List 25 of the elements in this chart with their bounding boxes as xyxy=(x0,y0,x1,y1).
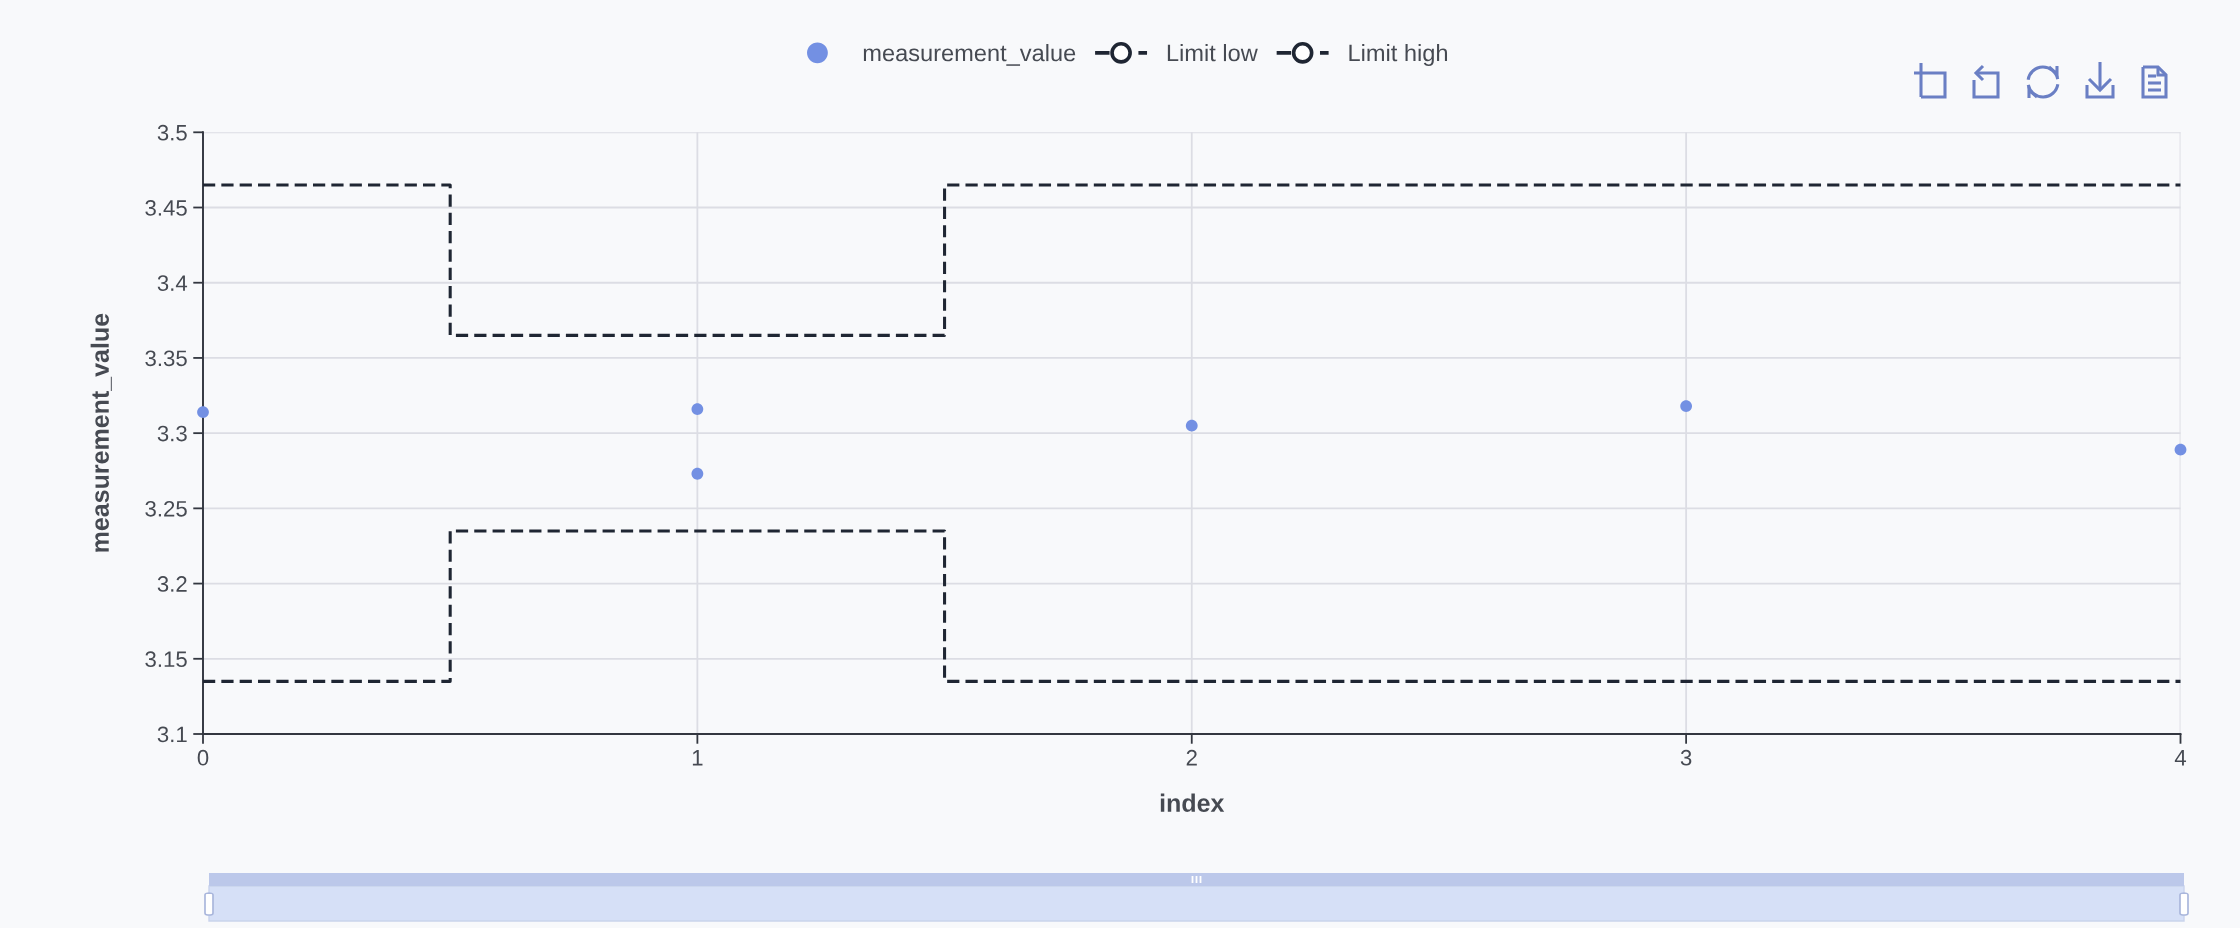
x-tick-label: 1 xyxy=(692,750,703,766)
y-axis-title: measurement_value xyxy=(90,313,112,552)
x-tick-label: 0 xyxy=(197,749,209,766)
x-tick-label: 3 xyxy=(1680,749,1692,766)
legend-label: Limit high xyxy=(1349,44,1448,67)
x-tick-label: 2 xyxy=(1186,749,1197,766)
point xyxy=(197,406,209,418)
x-axis-title: index xyxy=(1160,793,1225,812)
point xyxy=(1185,419,1198,432)
y-tick-label: 3.3 xyxy=(157,425,187,442)
legend-label: Limit low xyxy=(1167,44,1258,62)
y-tick-label: 3.4 xyxy=(157,275,188,291)
y-tick-label: 3.5 xyxy=(157,124,187,141)
y-tick-label: 3.1 xyxy=(157,726,187,743)
y-tick-label: 3.15 xyxy=(145,651,187,668)
point xyxy=(691,403,704,415)
legend-label: measurement_value xyxy=(863,44,1076,66)
point xyxy=(691,467,704,480)
y-tick-label: 3.35 xyxy=(145,350,187,367)
y-tick-label: 3.45 xyxy=(145,200,187,216)
y-tick-label: 3.2 xyxy=(157,576,187,592)
y-tick-label: 3.25 xyxy=(145,500,187,517)
x-tick-label: 4 xyxy=(2174,750,2187,766)
point xyxy=(1680,400,1693,412)
point xyxy=(2174,443,2187,456)
